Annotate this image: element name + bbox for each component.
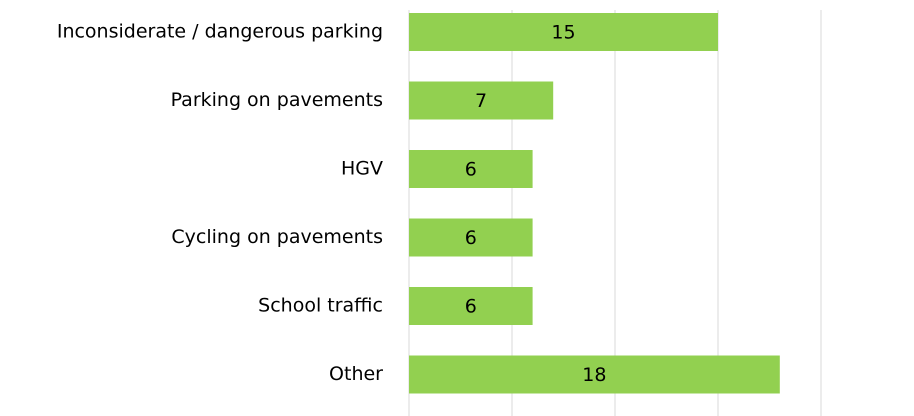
category-label: Other [329, 363, 383, 385]
bar [409, 81, 554, 120]
data-label: 7 [475, 90, 487, 112]
bar [409, 355, 780, 394]
data-label: 6 [465, 296, 477, 318]
category-label: HGV [341, 158, 383, 180]
category-label: Parking on pavements [171, 89, 383, 111]
data-label: 6 [465, 159, 477, 181]
bar [409, 218, 533, 257]
data-label: 15 [551, 22, 575, 44]
category-label: Cycling on pavements [171, 226, 383, 248]
data-label: 18 [582, 364, 606, 386]
category-label: Inconsiderate / dangerous parking [57, 21, 383, 43]
bar [409, 287, 533, 325]
bar [409, 150, 533, 188]
bar [409, 13, 718, 51]
data-label: 6 [465, 227, 477, 249]
category-label: School traffic [258, 295, 383, 317]
